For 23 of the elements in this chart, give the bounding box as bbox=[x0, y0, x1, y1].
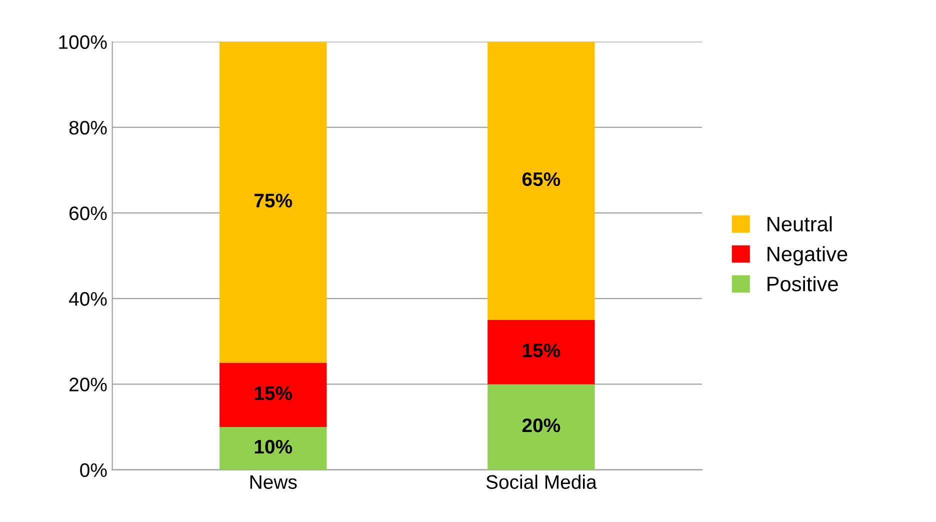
legend-label: Neutral bbox=[768, 216, 832, 232]
bar bbox=[220, 362, 327, 427]
bar bbox=[488, 320, 595, 384]
y-tick-label: 80% bbox=[69, 120, 107, 135]
data-label: 10% bbox=[254, 440, 292, 454]
data-label: 20% bbox=[522, 418, 560, 432]
y-tick-label: 20% bbox=[70, 378, 107, 392]
data-label: 75% bbox=[254, 194, 292, 208]
bar bbox=[488, 42, 595, 320]
bar bbox=[220, 426, 327, 470]
x-tick-label: News bbox=[250, 475, 297, 489]
legend-label: Negative bbox=[768, 246, 848, 266]
legend-label: Positive bbox=[768, 276, 838, 292]
y-tick-label: 100% bbox=[59, 35, 107, 49]
x-tick-label: Social Media bbox=[486, 474, 597, 489]
y-tick-label: 0% bbox=[80, 463, 107, 478]
bar bbox=[488, 384, 595, 470]
y-tick-label: 40% bbox=[68, 292, 107, 306]
data-label: 65% bbox=[522, 172, 560, 186]
data-label: 15% bbox=[522, 344, 560, 358]
bar bbox=[220, 42, 327, 363]
data-label: 15% bbox=[254, 386, 292, 400]
y-tick-label: 60% bbox=[70, 206, 107, 220]
